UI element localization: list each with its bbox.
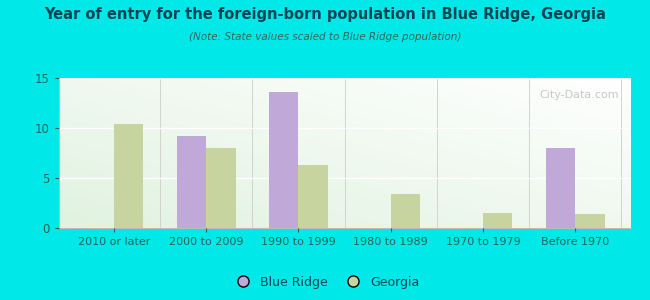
Bar — [545, 148, 575, 228]
Text: Year of entry for the foreign-born population in Blue Ridge, Georgia: Year of entry for the foreign-born popul… — [44, 8, 606, 22]
Text: City-Data.com: City-Data.com — [540, 90, 619, 100]
Bar — [206, 148, 236, 228]
Bar — [391, 194, 420, 228]
Bar — [177, 136, 206, 228]
Text: (Note: State values scaled to Blue Ridge population): (Note: State values scaled to Blue Ridge… — [188, 32, 462, 41]
Legend: Blue Ridge, Georgia: Blue Ridge, Georgia — [226, 271, 424, 294]
Bar — [575, 214, 604, 228]
Bar — [298, 165, 328, 228]
Bar — [269, 92, 298, 228]
Bar — [114, 124, 144, 228]
Bar — [483, 213, 512, 228]
